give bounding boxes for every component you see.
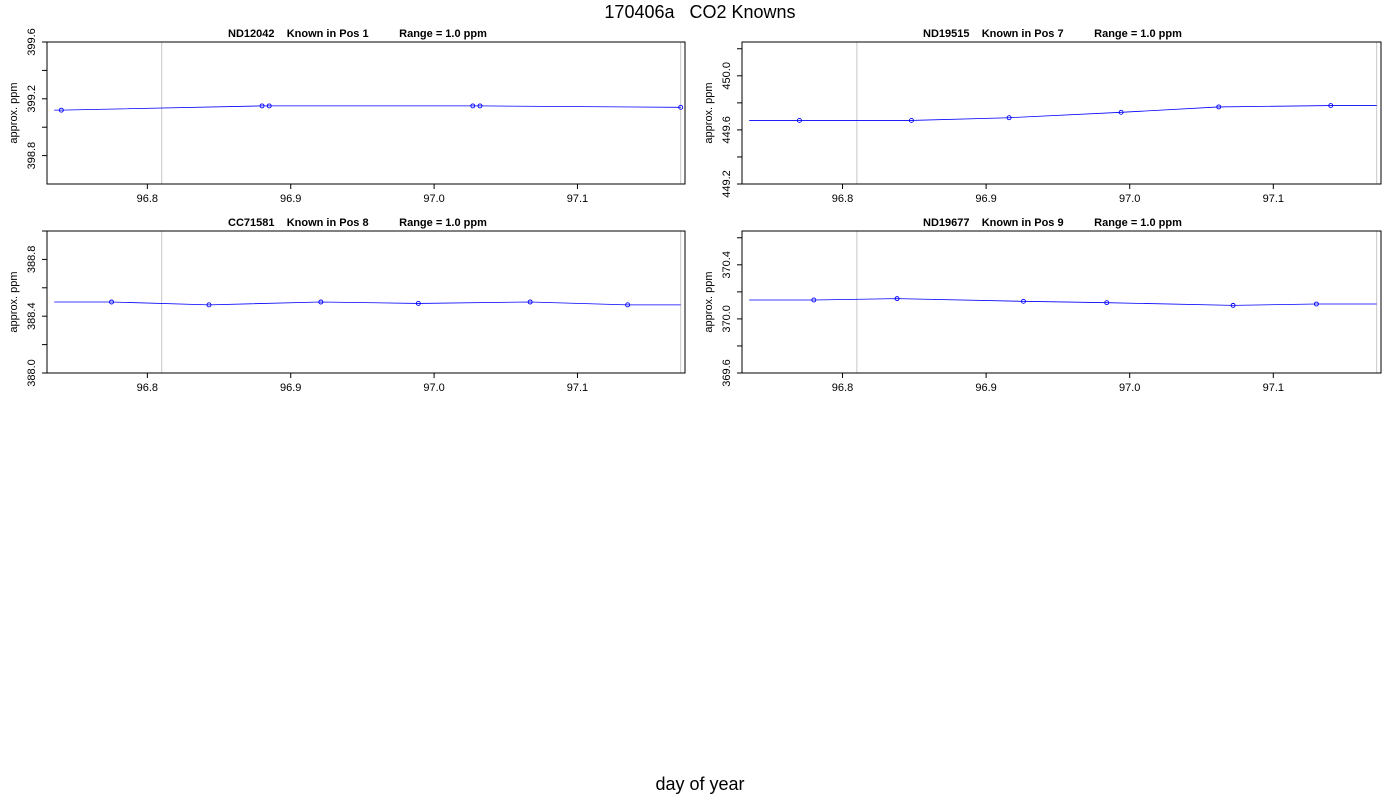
- data-point: [1230, 302, 1236, 308]
- data-point: [908, 117, 914, 123]
- x-tick-label: 96.8: [832, 193, 853, 205]
- plot-frame: [46, 230, 686, 374]
- y-tick-label: 399.6: [26, 28, 38, 56]
- data-point: [415, 300, 421, 306]
- x-tick-label: 97.1: [1263, 193, 1284, 205]
- data-point: [259, 103, 265, 109]
- y-tick-label: 388.4: [26, 302, 38, 330]
- x-tick-label: 96.9: [975, 382, 996, 394]
- y-tick-label: 370.0: [721, 305, 733, 333]
- y-tick-label: 398.8: [26, 142, 38, 170]
- data-point: [894, 296, 900, 302]
- panel-1: ND12042 Known in Pos 1 Range = 1.0 ppm 96…: [8, 28, 686, 205]
- x-tick-label: 97.1: [567, 193, 588, 205]
- x-tick-label: 96.8: [832, 382, 853, 394]
- y-tick-label: 388.0: [26, 359, 38, 387]
- plot-frame: [741, 41, 1382, 185]
- plot-frame: [741, 230, 1382, 374]
- data-point: [625, 302, 631, 308]
- data-point: [1328, 103, 1334, 109]
- data-point: [1216, 104, 1222, 110]
- data-point: [1020, 298, 1026, 304]
- series-line: [749, 105, 1377, 121]
- y-tick-label: 450.0: [721, 62, 733, 90]
- y-axis-label: approx. ppm: [703, 82, 715, 143]
- y-tick-label: 449.2: [721, 170, 733, 198]
- data-point: [266, 103, 272, 109]
- x-tick-label: 97.0: [423, 193, 444, 205]
- x-tick-label: 96.9: [975, 193, 996, 205]
- x-tick-label: 96.9: [280, 193, 301, 205]
- panel-4: ND19677 Known in Pos 9 Range = 1.0 ppm 96…: [703, 217, 1382, 394]
- y-axis-label: approx. ppm: [8, 82, 20, 143]
- panel-title: ND19515 Known in Pos 7 Range = 1.0 ppm: [923, 28, 1182, 40]
- x-tick-label: 97.0: [423, 382, 444, 394]
- data-point: [477, 103, 483, 109]
- data-point: [109, 299, 114, 305]
- panel-3: CC71581 Known in Pos 8 Range = 1.0 ppm 96…: [8, 217, 686, 394]
- x-tick-label: 97.1: [1263, 382, 1284, 394]
- panel-title: ND12042 Known in Pos 1 Range = 1.0 ppm: [228, 28, 487, 40]
- panel-2: ND19515 Known in Pos 7 Range = 1.0 ppm 96…: [703, 28, 1382, 205]
- series-line: [54, 301, 681, 306]
- y-axis-label: approx. ppm: [8, 271, 20, 332]
- data-point: [58, 107, 64, 113]
- y-tick-label: 449.6: [721, 116, 733, 144]
- data-point: [206, 302, 212, 308]
- data-point: [1006, 115, 1012, 121]
- x-tick-label: 97.1: [567, 382, 588, 394]
- x-tick-label: 96.9: [280, 382, 301, 394]
- data-point: [1104, 300, 1110, 306]
- y-tick-label: 369.6: [721, 359, 733, 387]
- figure-title: 170406a CO2 Knowns: [604, 2, 796, 22]
- x-tick-label: 96.8: [137, 382, 158, 394]
- data-point: [1313, 301, 1319, 307]
- plot-frame: [46, 41, 686, 185]
- x-tick-label: 97.0: [1119, 193, 1140, 205]
- data-point: [678, 104, 684, 110]
- data-point: [527, 299, 533, 305]
- data-point: [470, 103, 476, 109]
- y-axis-label: approx. ppm: [703, 271, 715, 332]
- x-axis-label: day of year: [655, 774, 745, 794]
- series-line: [54, 105, 681, 111]
- y-tick-label: 370.4: [721, 251, 733, 279]
- x-tick-label: 96.8: [137, 193, 158, 205]
- data-point: [1118, 109, 1124, 115]
- data-point: [318, 299, 324, 305]
- data-point: [796, 117, 802, 123]
- y-tick-label: 388.8: [26, 246, 38, 274]
- panel-title: ND19677 Known in Pos 9 Range = 1.0 ppm: [923, 217, 1182, 229]
- x-tick-label: 97.0: [1119, 382, 1140, 394]
- panel-title: CC71581 Known in Pos 8 Range = 1.0 ppm: [228, 217, 487, 229]
- y-tick-label: 399.2: [26, 85, 38, 113]
- series-line: [749, 298, 1377, 306]
- data-point: [811, 297, 817, 303]
